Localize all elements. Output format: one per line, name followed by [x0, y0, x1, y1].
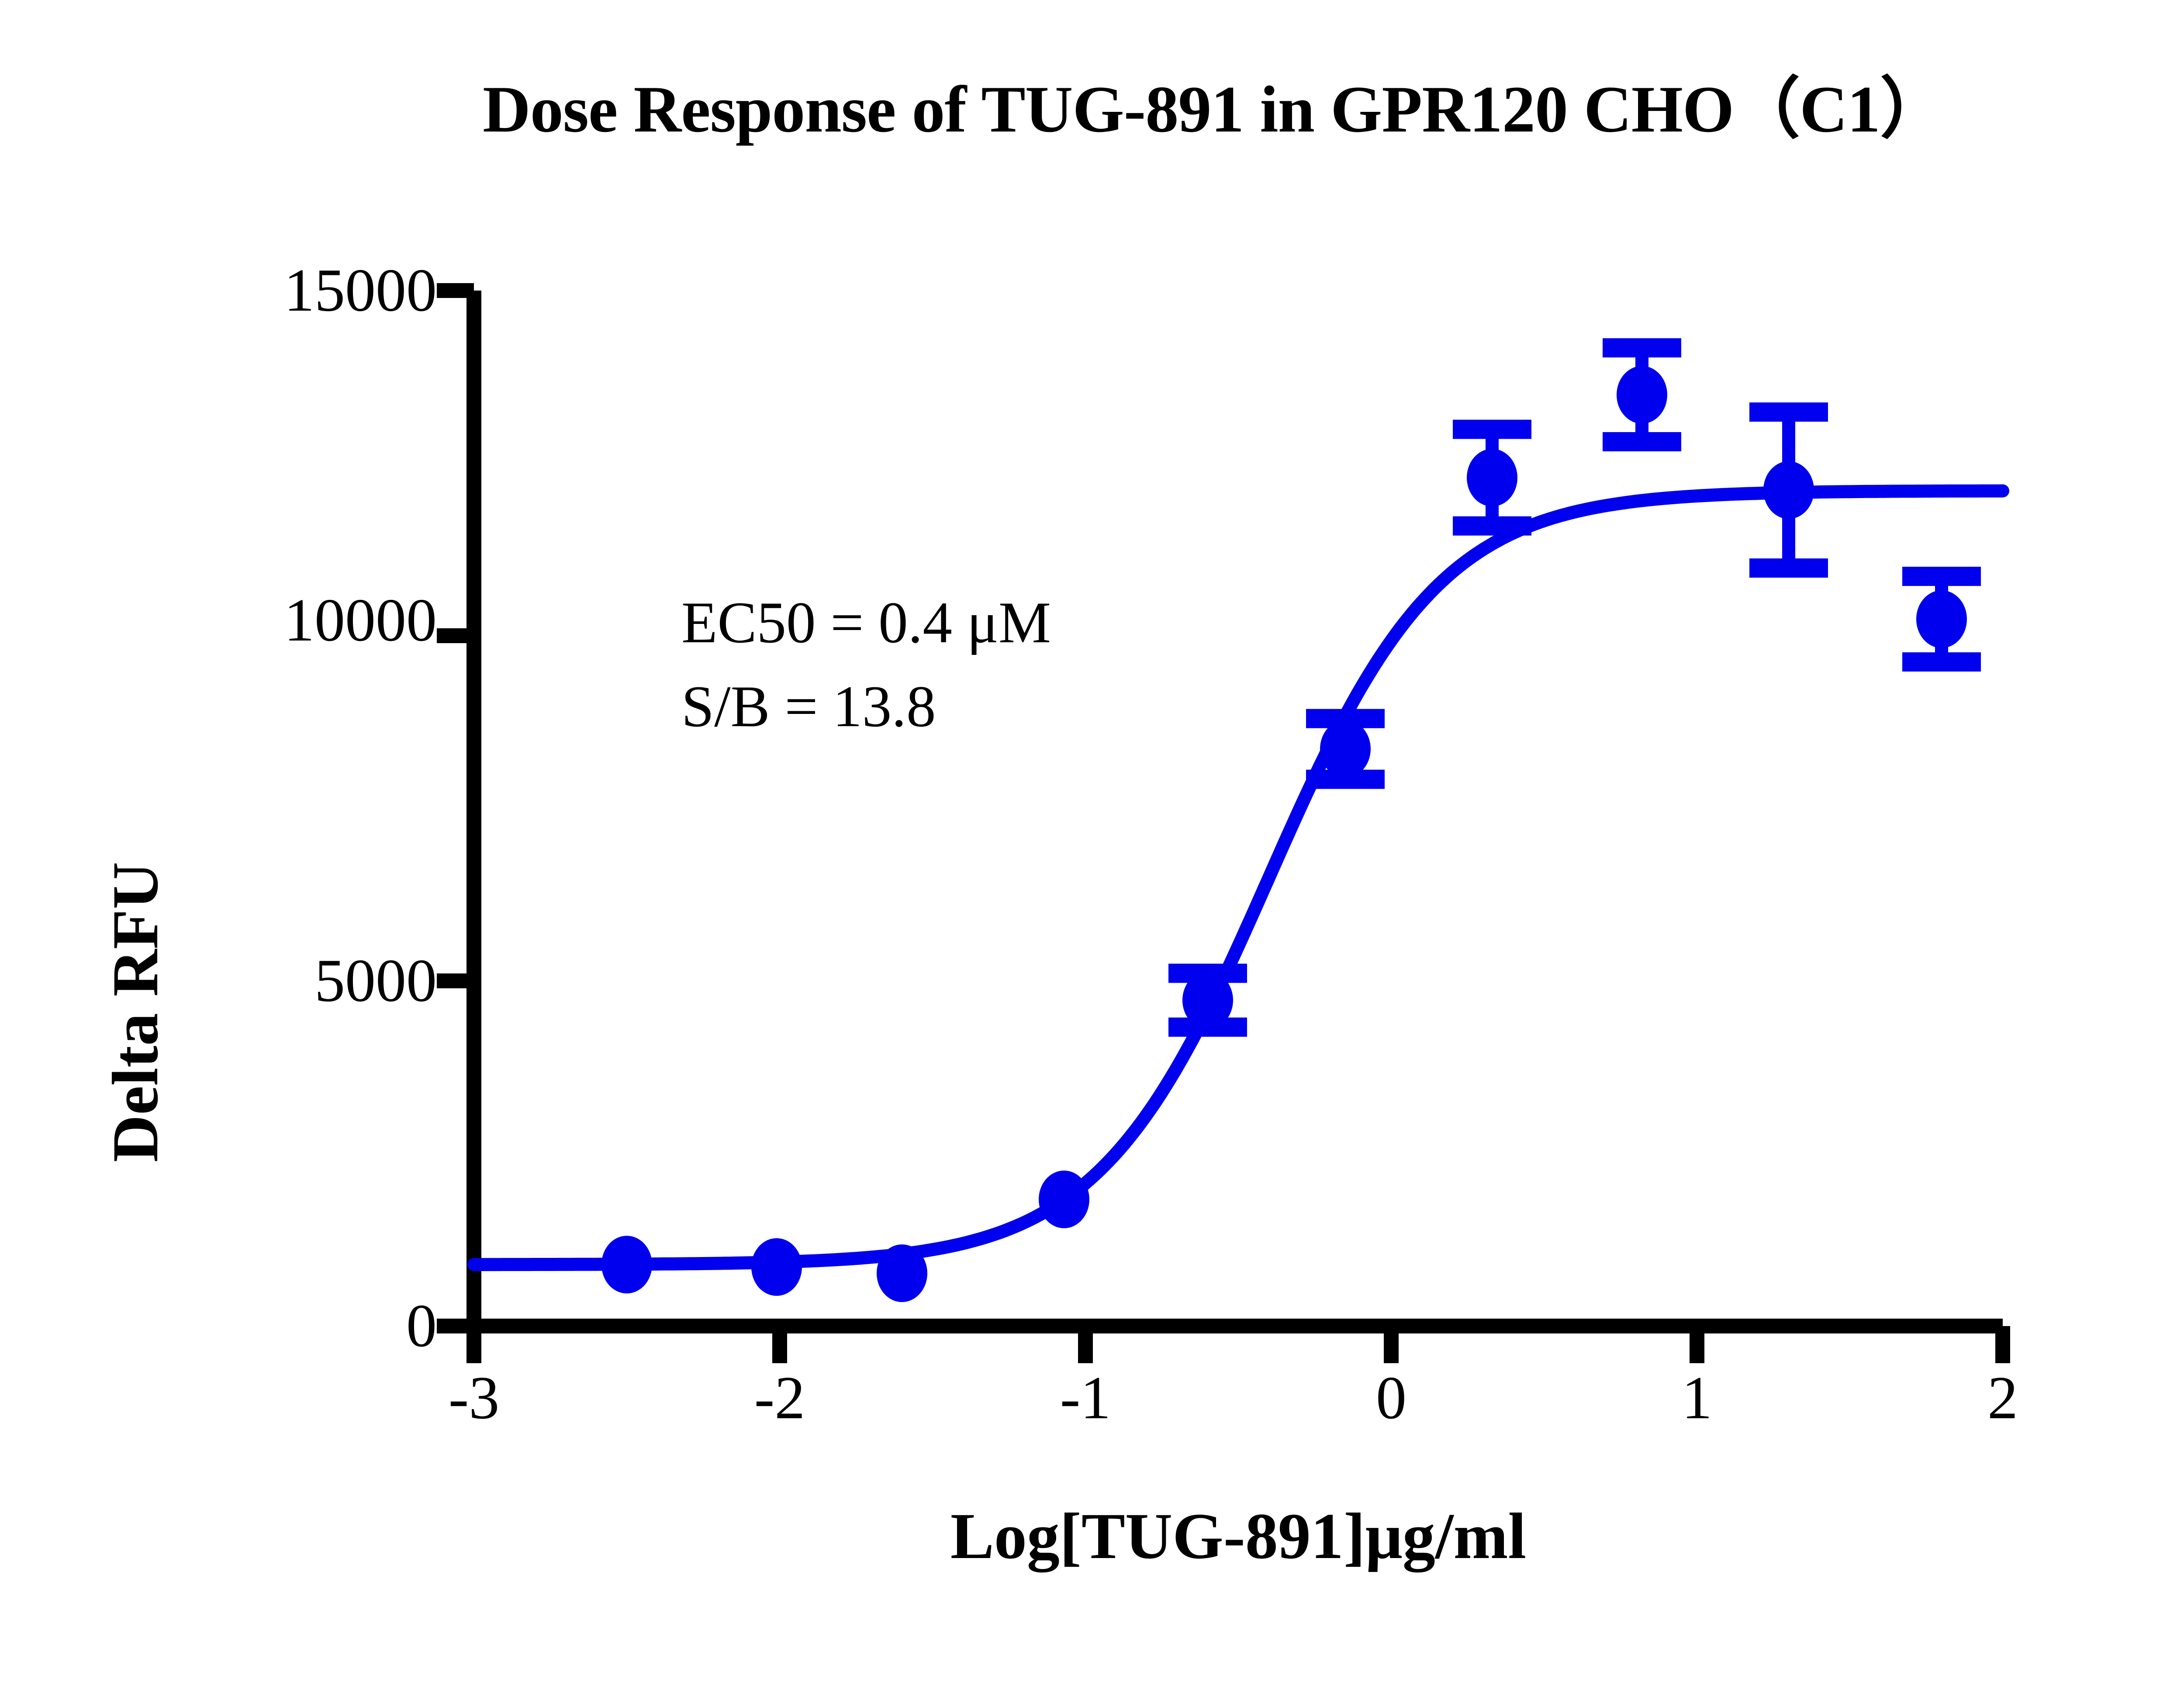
data-point	[1763, 461, 1814, 519]
fit-curve	[467, 484, 2009, 1271]
x-tick-marks	[467, 1326, 2010, 1363]
x-tick-label-0: 0	[1376, 1364, 1406, 1432]
annotation-block: EC50 = 0.4 μM S/B = 13.8	[681, 581, 1051, 748]
annotation-ec50: EC50 = 0.4 μM	[681, 590, 1051, 655]
error-bars-group	[1168, 338, 1981, 1037]
x-tick-label-minus2: -2	[754, 1364, 805, 1432]
data-point	[751, 1238, 802, 1296]
data-point	[1182, 971, 1233, 1029]
data-point	[1617, 366, 1667, 424]
x-tick-label-minus3: -3	[448, 1364, 500, 1432]
axis-lines	[467, 291, 2003, 1333]
x-tick-label-2: 2	[1987, 1364, 2018, 1432]
data-point	[1320, 720, 1371, 778]
data-points-group	[601, 366, 1967, 1302]
data-point	[1916, 590, 1967, 648]
annotation-sb: S/B = 13.8	[681, 674, 936, 739]
data-point	[877, 1244, 927, 1302]
x-tick-label-1: 1	[1682, 1364, 1712, 1432]
x-axis-title: Log[TUG-891]μg/ml	[950, 1500, 1527, 1572]
data-point	[601, 1236, 652, 1294]
y-tick-label-5000: 5000	[314, 947, 437, 1015]
y-tick-label-0: 0	[406, 1292, 437, 1360]
data-point	[1467, 449, 1517, 507]
y-tick-label-10000: 10000	[284, 586, 437, 654]
data-point	[1039, 1170, 1089, 1229]
y-tick-label-15000: 15000	[284, 256, 437, 324]
page-title: Dose Response of TUG-891 in GPR120 CHO（C…	[483, 73, 1946, 146]
x-tick-label-minus1: -1	[1060, 1364, 1111, 1432]
y-tick-marks	[437, 283, 474, 1333]
